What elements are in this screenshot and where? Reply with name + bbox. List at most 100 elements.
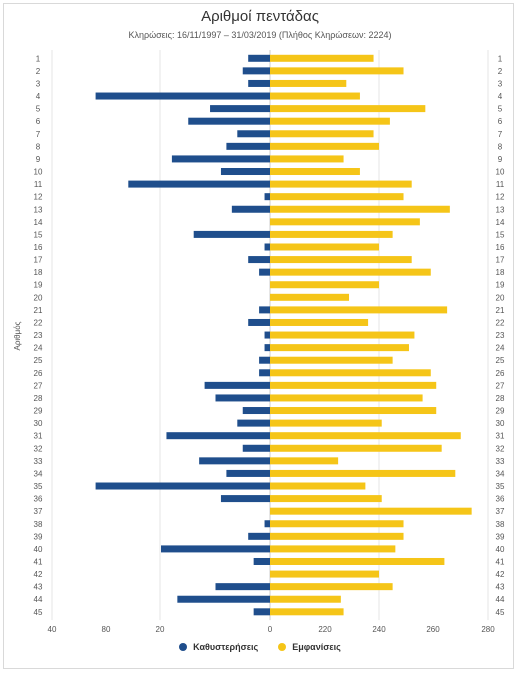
bar-delays[interactable]: [259, 356, 270, 364]
bar-delays[interactable]: [161, 545, 270, 553]
bar-appearances[interactable]: [270, 457, 339, 465]
bar-delays[interactable]: [264, 193, 270, 201]
bar-appearances[interactable]: [270, 281, 379, 289]
y-tick-label-right: 28: [496, 394, 505, 403]
bar-appearances[interactable]: [270, 595, 341, 603]
bar-appearances[interactable]: [270, 155, 344, 163]
bar-appearances[interactable]: [270, 557, 445, 565]
bar-appearances[interactable]: [270, 180, 412, 188]
bar-delays[interactable]: [248, 79, 270, 87]
y-tick-label-left: 3: [36, 79, 41, 88]
bar-appearances[interactable]: [270, 407, 437, 415]
bar-appearances[interactable]: [270, 532, 404, 540]
bar-appearances[interactable]: [270, 243, 379, 251]
bar-appearances[interactable]: [270, 293, 350, 301]
bar-delays[interactable]: [259, 306, 270, 314]
y-tick-label-right: 4: [498, 92, 503, 101]
y-tick-label-left: 32: [34, 444, 43, 453]
bar-delays[interactable]: [166, 432, 270, 440]
bar-appearances[interactable]: [270, 331, 415, 339]
y-tick-label-left: 14: [34, 218, 43, 227]
bar-delays[interactable]: [210, 105, 270, 113]
bar-delays[interactable]: [242, 67, 270, 75]
bar-appearances[interactable]: [270, 218, 420, 226]
bar-appearances[interactable]: [270, 369, 431, 377]
bar-appearances[interactable]: [270, 344, 409, 352]
bar-delays[interactable]: [95, 92, 270, 100]
bar-delays[interactable]: [248, 318, 270, 326]
y-tick-label-left: 18: [34, 268, 43, 277]
bar-appearances[interactable]: [270, 432, 461, 440]
bar-appearances[interactable]: [270, 168, 360, 176]
y-tick-label-right: 41: [496, 557, 505, 566]
bar-appearances[interactable]: [270, 230, 393, 238]
legend-item-appearances[interactable]: Εμφανίσεις: [278, 642, 341, 652]
bar-appearances[interactable]: [270, 306, 448, 314]
y-tick-label-right: 25: [496, 356, 505, 365]
bar-appearances[interactable]: [270, 205, 450, 213]
bar-delays[interactable]: [215, 394, 271, 402]
bar-appearances[interactable]: [270, 92, 360, 100]
bar-delays[interactable]: [215, 583, 271, 591]
bar-delays[interactable]: [253, 557, 270, 565]
bar-appearances[interactable]: [270, 117, 390, 125]
bar-appearances[interactable]: [270, 54, 374, 62]
bar-delays[interactable]: [242, 444, 270, 452]
bar-delays[interactable]: [226, 469, 270, 477]
bar-delays[interactable]: [199, 457, 270, 465]
bar-delays[interactable]: [259, 369, 270, 377]
bar-delays[interactable]: [128, 180, 270, 188]
bar-appearances[interactable]: [270, 583, 393, 591]
bar-appearances[interactable]: [270, 394, 423, 402]
bar-appearances[interactable]: [270, 381, 437, 389]
bar-delays[interactable]: [237, 130, 270, 138]
bar-appearances[interactable]: [270, 130, 374, 138]
bar-appearances[interactable]: [270, 608, 344, 616]
y-tick-label-left: 17: [34, 256, 43, 265]
bar-delays[interactable]: [193, 230, 270, 238]
bar-appearances[interactable]: [270, 268, 431, 276]
bar-delays[interactable]: [264, 243, 270, 251]
bar-delays[interactable]: [177, 595, 270, 603]
bar-appearances[interactable]: [270, 469, 456, 477]
bar-delays[interactable]: [171, 155, 270, 163]
bar-appearances[interactable]: [270, 520, 404, 528]
bar-appearances[interactable]: [270, 482, 366, 490]
bar-delays[interactable]: [264, 344, 270, 352]
bar-delays[interactable]: [231, 205, 270, 213]
y-tick-label-right: 36: [496, 495, 505, 504]
y-tick-label-right: 17: [496, 256, 505, 265]
y-tick-label-left: 19: [34, 281, 43, 290]
bar-appearances[interactable]: [270, 570, 379, 578]
bar-appearances[interactable]: [270, 495, 382, 503]
bar-delays[interactable]: [226, 142, 270, 150]
legend-item-delays[interactable]: Καθυστερήσεις: [179, 642, 258, 652]
bar-appearances[interactable]: [270, 142, 379, 150]
bar-appearances[interactable]: [270, 105, 426, 113]
bar-appearances[interactable]: [270, 318, 369, 326]
bar-appearances[interactable]: [270, 507, 472, 515]
bar-delays[interactable]: [264, 331, 270, 339]
bar-appearances[interactable]: [270, 356, 393, 364]
bar-delays[interactable]: [248, 54, 270, 62]
bar-appearances[interactable]: [270, 444, 442, 452]
bar-appearances[interactable]: [270, 256, 412, 264]
bar-delays[interactable]: [242, 407, 270, 415]
bar-delays[interactable]: [248, 532, 270, 540]
bar-delays[interactable]: [188, 117, 270, 125]
y-tick-label-right: 10: [496, 168, 505, 177]
bar-appearances[interactable]: [270, 67, 404, 75]
bar-delays[interactable]: [95, 482, 270, 490]
bar-appearances[interactable]: [270, 419, 382, 427]
bar-delays[interactable]: [220, 495, 270, 503]
bar-delays[interactable]: [220, 168, 270, 176]
bar-delays[interactable]: [204, 381, 270, 389]
bar-delays[interactable]: [248, 256, 270, 264]
bar-appearances[interactable]: [270, 193, 404, 201]
bar-delays[interactable]: [237, 419, 270, 427]
bar-appearances[interactable]: [270, 545, 396, 553]
bar-delays[interactable]: [259, 268, 270, 276]
bar-appearances[interactable]: [270, 79, 347, 87]
bar-delays[interactable]: [253, 608, 270, 616]
bar-delays[interactable]: [264, 520, 270, 528]
